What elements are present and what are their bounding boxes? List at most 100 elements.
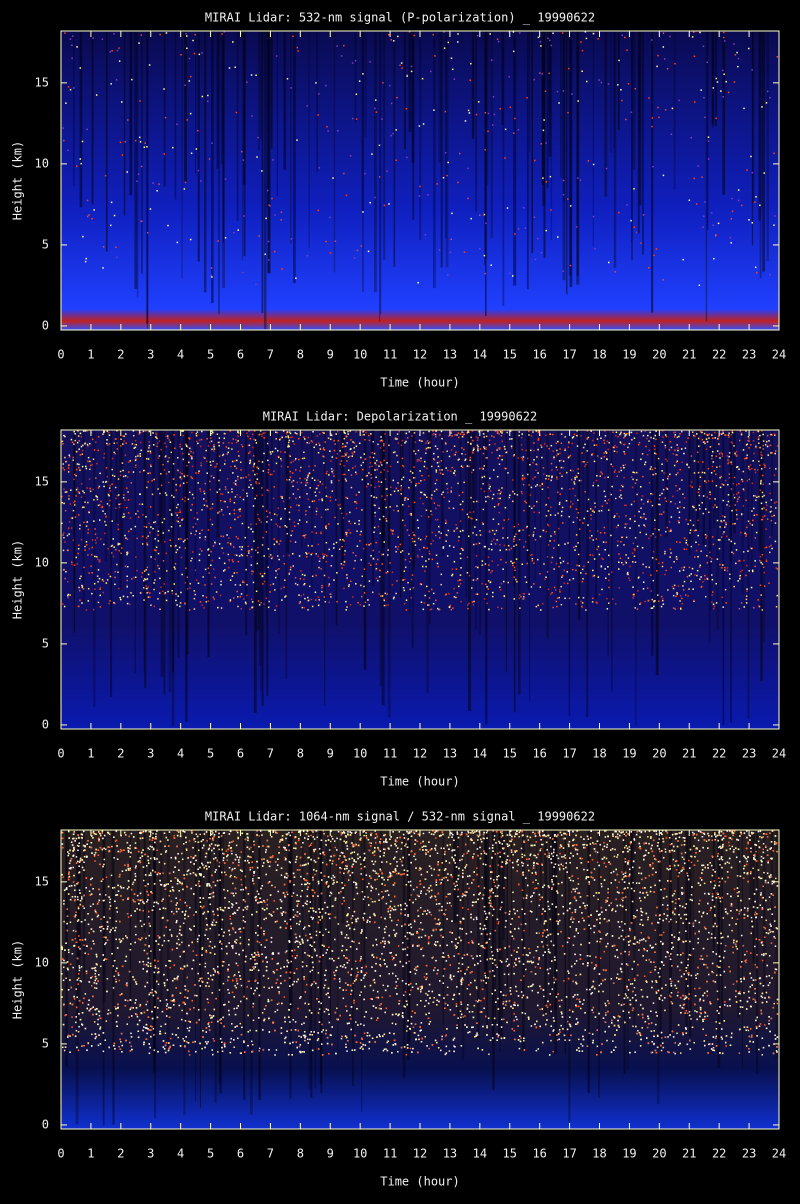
heatmap-speckle <box>276 541 278 543</box>
heatmap-speckle <box>712 451 714 453</box>
heatmap-speckle <box>752 483 754 485</box>
heatmap-speckle <box>587 438 589 440</box>
heatmap-speckle <box>652 469 654 471</box>
heatmap-speckle <box>575 570 577 572</box>
heatmap-speckle <box>723 32 725 34</box>
heatmap-speckle <box>87 532 89 534</box>
heatmap-speckle <box>437 563 439 565</box>
heatmap-speckle <box>223 552 225 554</box>
heatmap-speckle <box>114 476 116 478</box>
heatmap-speckle <box>614 445 616 447</box>
heatmap-speckle <box>427 447 429 449</box>
heatmap-speckle <box>214 542 216 544</box>
heatmap-speckle <box>354 257 356 259</box>
heatmap-speckle <box>770 511 772 513</box>
heatmap-speckle <box>297 584 299 586</box>
heatmap-speckle <box>677 490 679 492</box>
heatmap-speckle <box>652 494 654 496</box>
heatmap-speckle <box>728 456 730 458</box>
heatmap-speckle <box>693 31 695 33</box>
heatmap-speckle <box>394 491 396 493</box>
heatmap-streak <box>352 830 353 1086</box>
heatmap-speckle <box>473 501 475 503</box>
heatmap-speckle <box>268 556 270 558</box>
heatmap-speckle <box>161 485 163 487</box>
heatmap-speckle <box>105 175 107 177</box>
heatmap-speckle <box>721 567 723 569</box>
heatmap-speckle <box>669 521 671 523</box>
x-tick-label: 13 <box>443 348 457 362</box>
heatmap-speckle <box>122 154 124 156</box>
heatmap-speckle <box>404 497 406 499</box>
heatmap-speckle <box>762 448 764 450</box>
heatmap-speckle <box>743 471 745 473</box>
heatmap-speckle <box>681 462 683 464</box>
heatmap-speckle <box>263 470 265 472</box>
heatmap-speckle <box>109 51 111 53</box>
heatmap-speckle <box>504 467 506 469</box>
heatmap-speckle <box>307 255 309 257</box>
heatmap-speckle <box>64 578 66 580</box>
heatmap-speckle <box>345 480 347 482</box>
heatmap-speckle <box>604 491 606 493</box>
heatmap-speckle <box>401 485 403 487</box>
heatmap-speckle <box>333 547 335 549</box>
heatmap-speckle <box>330 439 332 441</box>
heatmap-speckle <box>216 463 218 465</box>
heatmap-streak <box>518 430 521 694</box>
heatmap-speckle <box>690 581 692 583</box>
x-tick-label: 8 <box>297 747 304 761</box>
heatmap-speckle <box>549 40 551 42</box>
heatmap-speckle <box>232 472 234 474</box>
heatmap-speckle <box>246 495 248 497</box>
heatmap-speckle <box>179 547 181 549</box>
heatmap-speckle <box>603 527 605 529</box>
heatmap-streak <box>775 830 778 1058</box>
heatmap-speckle <box>606 452 608 454</box>
heatmap-speckle <box>375 569 377 571</box>
heatmap-speckle <box>82 490 84 492</box>
heatmap-speckle <box>763 464 765 466</box>
heatmap-speckle <box>401 62 403 64</box>
heatmap-speckle <box>552 607 554 609</box>
heatmap-speckle <box>427 440 429 442</box>
heatmap-speckle <box>616 527 618 529</box>
heatmap-speckle <box>280 451 282 453</box>
heatmap-speckle <box>685 447 687 449</box>
heatmap-speckle <box>83 492 85 494</box>
heatmap-speckle <box>132 443 134 445</box>
heatmap-speckle <box>433 593 435 595</box>
heatmap-speckle <box>477 578 479 580</box>
heatmap-speckle <box>125 442 127 444</box>
heatmap-speckle <box>608 499 610 501</box>
heatmap-speckle <box>643 214 645 216</box>
heatmap-speckle <box>504 596 506 598</box>
heatmap-speckle <box>433 109 435 111</box>
heatmap-speckle <box>438 466 440 468</box>
heatmap-speckle <box>719 564 721 566</box>
heatmap-speckle <box>559 557 561 559</box>
heatmap-speckle <box>705 537 707 539</box>
heatmap-speckle <box>737 501 739 503</box>
heatmap-speckle <box>760 490 762 492</box>
heatmap-speckle <box>496 449 498 451</box>
heatmap-streak <box>507 830 508 989</box>
heatmap-speckle <box>575 479 577 481</box>
heatmap-speckle <box>470 80 472 82</box>
heatmap-speckle <box>192 551 194 553</box>
heatmap-speckle <box>383 554 385 556</box>
heatmap-speckle <box>703 495 705 497</box>
heatmap-speckle <box>433 433 435 435</box>
heatmap-speckle <box>643 516 645 518</box>
heatmap-speckle <box>67 535 69 537</box>
heatmap-streak <box>752 31 753 245</box>
heatmap-speckle <box>81 602 83 604</box>
heatmap-speckle <box>493 494 495 496</box>
heatmap-speckle <box>491 549 493 551</box>
heatmap-speckle <box>179 606 181 608</box>
heatmap-speckle <box>121 547 123 549</box>
heatmap-speckle <box>122 435 124 437</box>
heatmap-speckle <box>650 468 652 470</box>
heatmap-speckle <box>487 431 489 433</box>
heatmap-speckle <box>195 523 197 525</box>
